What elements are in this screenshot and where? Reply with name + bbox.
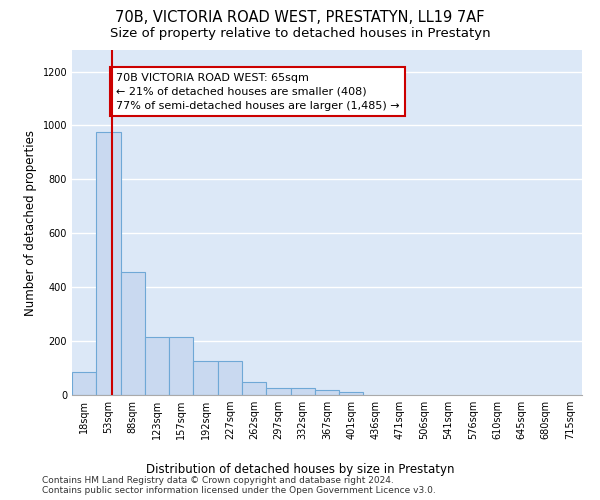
Bar <box>121 272 145 395</box>
Bar <box>72 372 96 395</box>
Bar <box>145 337 169 395</box>
Bar <box>266 388 290 395</box>
Bar <box>242 382 266 395</box>
Bar <box>339 392 364 395</box>
Text: Distribution of detached houses by size in Prestatyn: Distribution of detached houses by size … <box>146 462 454 475</box>
Bar <box>169 337 193 395</box>
Bar <box>315 390 339 395</box>
Bar <box>96 132 121 395</box>
Bar <box>193 362 218 395</box>
Text: 70B, VICTORIA ROAD WEST, PRESTATYN, LL19 7AF: 70B, VICTORIA ROAD WEST, PRESTATYN, LL19… <box>115 10 485 25</box>
Bar <box>290 388 315 395</box>
Text: Size of property relative to detached houses in Prestatyn: Size of property relative to detached ho… <box>110 28 490 40</box>
Bar <box>218 362 242 395</box>
Text: 70B VICTORIA ROAD WEST: 65sqm
← 21% of detached houses are smaller (408)
77% of : 70B VICTORIA ROAD WEST: 65sqm ← 21% of d… <box>116 73 400 111</box>
Text: Contains HM Land Registry data © Crown copyright and database right 2024.
Contai: Contains HM Land Registry data © Crown c… <box>42 476 436 495</box>
Y-axis label: Number of detached properties: Number of detached properties <box>24 130 37 316</box>
